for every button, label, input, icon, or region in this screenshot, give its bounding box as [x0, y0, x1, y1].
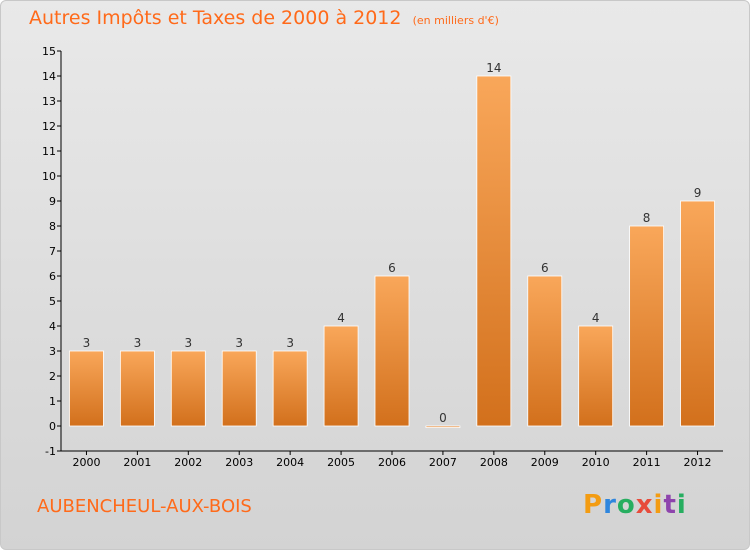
brand-letter: t — [663, 490, 677, 520]
x-tick-label: 2011 — [633, 456, 661, 469]
y-tick-label: 2 — [49, 370, 56, 383]
bar — [425, 425, 461, 428]
chart-title-block: Autres Impôts et Taxes de 2000 à 2012 (e… — [29, 7, 499, 29]
brand-letter: x — [635, 490, 654, 520]
data-label: 3 — [83, 336, 91, 350]
data-label: 3 — [235, 336, 243, 350]
x-tick-label: 2000 — [72, 456, 100, 469]
brand-letter: P — [583, 490, 604, 520]
y-tick-label: 9 — [49, 195, 56, 208]
x-tick-label: 2004 — [276, 456, 304, 469]
data-label: 6 — [541, 261, 549, 275]
bars: 3 3 3 3 3 4 6 0 14 6 4 8 9 — [69, 61, 715, 428]
commune-name: AUBENCHEUL-AUX-BOIS — [37, 496, 252, 517]
x-tick-label: 2009 — [531, 456, 559, 469]
y-tick-label: 11 — [42, 145, 56, 158]
x-tick-label: 2002 — [174, 456, 202, 469]
data-label: 8 — [643, 211, 651, 225]
bar — [221, 350, 257, 427]
brand-letter: i — [676, 490, 687, 520]
data-label: 0 — [439, 411, 447, 425]
y-tick-label: 5 — [49, 295, 56, 308]
y-tick-label: 13 — [42, 95, 56, 108]
bar — [119, 350, 155, 427]
y-tick-label: 6 — [49, 270, 56, 283]
x-tick-label: 2003 — [225, 456, 253, 469]
data-label: 3 — [286, 336, 294, 350]
brand-letter: o — [616, 490, 636, 520]
y-tick-label: 15 — [42, 45, 56, 58]
x-tick-label: 2008 — [480, 456, 508, 469]
data-label: 9 — [694, 186, 702, 200]
proxiti-logo: Proxiti — [583, 490, 687, 520]
data-label: 3 — [134, 336, 142, 350]
y-tick-label: 10 — [42, 170, 56, 183]
y-tick-label: 8 — [49, 220, 56, 233]
brand-letter: i — [653, 490, 664, 520]
x-tick-label: 2012 — [684, 456, 712, 469]
bar — [578, 325, 614, 427]
x-tick-label: 2007 — [429, 456, 457, 469]
y-tick-label: 1 — [49, 395, 56, 408]
x-tick-label: 2010 — [582, 456, 610, 469]
data-label: 6 — [388, 261, 396, 275]
bar — [69, 350, 104, 427]
x-tick-label: 2001 — [123, 456, 151, 469]
chart-title: Autres Impôts et Taxes de 2000 à 2012 — [29, 7, 402, 29]
bar — [680, 200, 715, 427]
data-label: 3 — [184, 336, 192, 350]
y-tick-label: 7 — [49, 245, 56, 258]
bar — [323, 325, 359, 427]
y-tick-label: 3 — [49, 345, 56, 358]
y-tick-label: 14 — [42, 70, 56, 83]
y-tick-label: 12 — [42, 120, 56, 133]
x-tick-label: 2006 — [378, 456, 406, 469]
bar — [476, 75, 512, 427]
chart-subtitle: (en milliers d'€) — [412, 14, 499, 27]
bar — [272, 350, 308, 427]
bar — [170, 350, 206, 427]
brand-letter: r — [603, 490, 617, 520]
data-label: 4 — [592, 311, 600, 325]
bar — [629, 225, 665, 427]
y-tick-label: 4 — [49, 320, 56, 333]
bar — [374, 275, 410, 427]
bar — [527, 275, 563, 427]
data-label: 14 — [486, 61, 501, 75]
y-tick-label: 0 — [49, 420, 56, 433]
data-label: 4 — [337, 311, 345, 325]
x-tick-label: 2005 — [327, 456, 355, 469]
y-tick-label: -1 — [45, 445, 56, 458]
